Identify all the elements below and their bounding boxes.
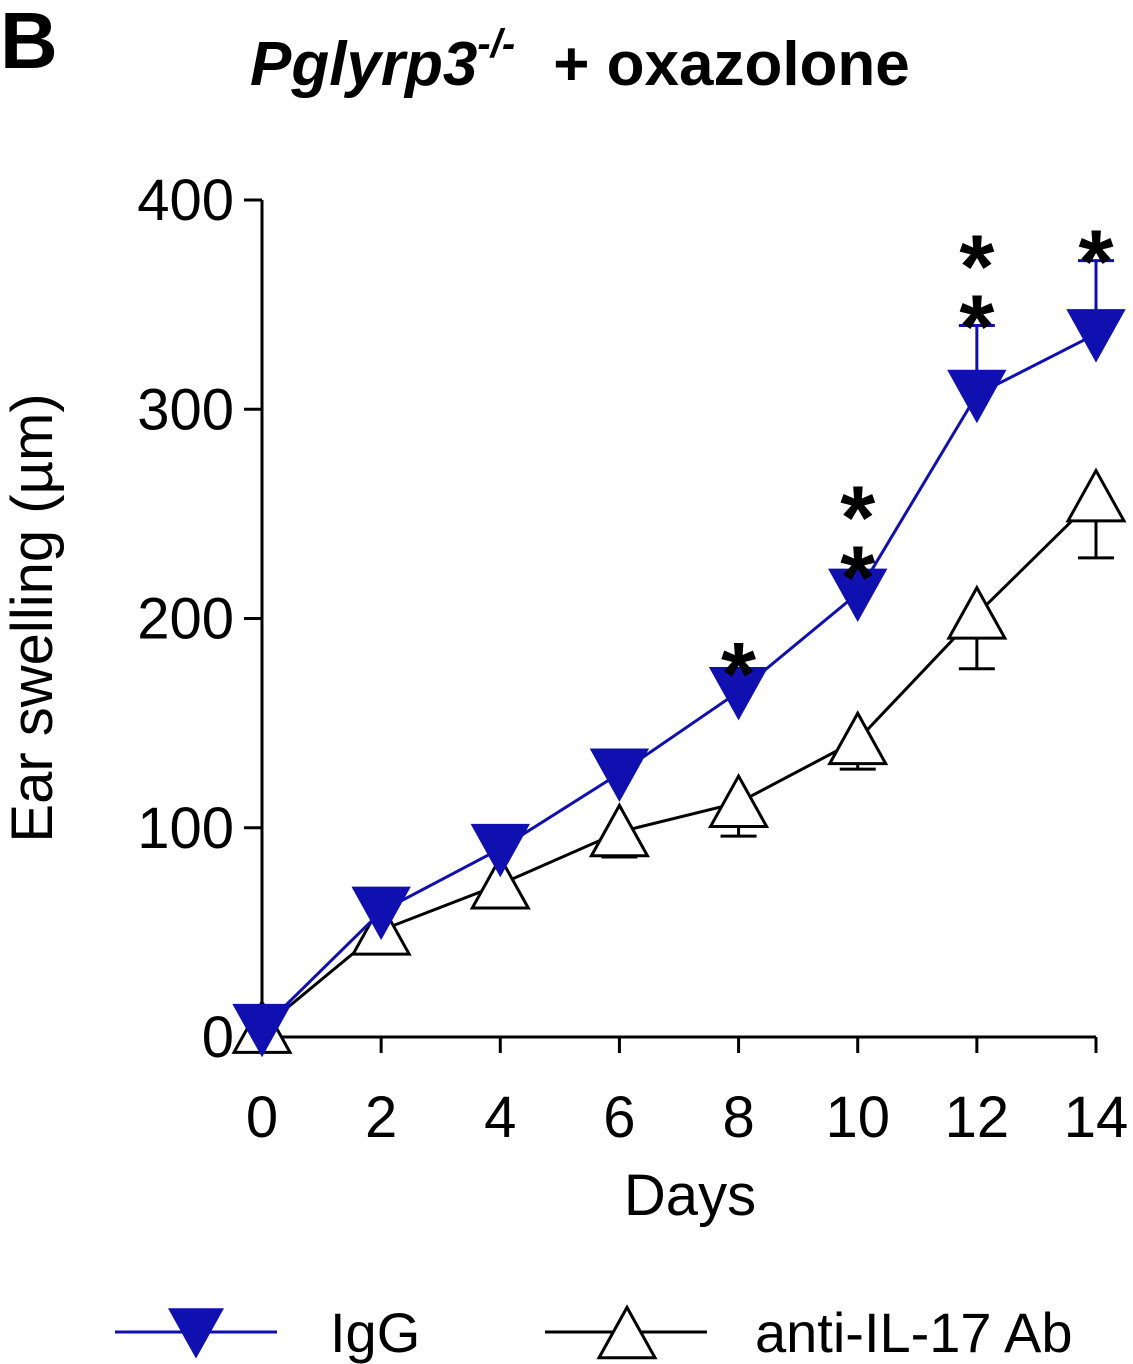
y-axis-title: Ear swelling (µm) bbox=[0, 393, 65, 842]
x-tick-label: 12 bbox=[945, 1085, 1010, 1150]
data-point bbox=[946, 584, 1008, 640]
significance-star: * bbox=[721, 625, 756, 725]
panel-label: B bbox=[0, 0, 58, 85]
legend-marker-igg bbox=[168, 1308, 224, 1359]
data-point bbox=[470, 823, 530, 878]
title-superscript: -/- bbox=[477, 22, 515, 66]
y-tick-label: 100 bbox=[137, 796, 234, 861]
series-0 bbox=[232, 259, 1126, 1058]
data-point bbox=[232, 1003, 292, 1058]
significance-layer: ***** * bbox=[721, 213, 1113, 725]
data-point bbox=[351, 886, 411, 941]
significance-star: * bbox=[959, 218, 994, 318]
y-tick-label: 300 bbox=[137, 377, 234, 442]
data-point bbox=[589, 748, 650, 803]
y-tick-label: 0 bbox=[202, 1005, 234, 1070]
x-tick-label: 14 bbox=[1064, 1085, 1129, 1150]
significance-star: * bbox=[959, 278, 994, 378]
chart-title: Pglyrp3-/- + oxazolone bbox=[250, 22, 910, 99]
legend: IgG anti-IL-17 Ab bbox=[115, 1301, 1073, 1364]
legend-marker-anti bbox=[596, 1304, 658, 1360]
data-point bbox=[828, 568, 888, 623]
y-tick-label: 200 bbox=[137, 587, 234, 652]
x-tick-label: 6 bbox=[603, 1085, 635, 1150]
y-ticks: 0 100 200 300 400 bbox=[137, 168, 262, 1070]
title-rest: + oxazolone bbox=[553, 30, 910, 99]
x-tick-label: 4 bbox=[484, 1085, 516, 1150]
series-layer bbox=[231, 259, 1127, 1058]
significance-star: * bbox=[840, 469, 875, 569]
title-gene: Pglyrp3 bbox=[250, 30, 477, 99]
data-point bbox=[708, 772, 770, 828]
x-tick-label: 8 bbox=[722, 1085, 754, 1150]
legend-label-igg: IgG bbox=[330, 1301, 420, 1364]
data-point bbox=[708, 666, 769, 721]
significance-star: * bbox=[1078, 213, 1113, 313]
data-point bbox=[947, 369, 1007, 424]
x-tick-label: 0 bbox=[246, 1085, 278, 1150]
significance-star: * bbox=[840, 529, 875, 629]
legend-label-anti: anti-IL-17 Ab bbox=[755, 1301, 1073, 1364]
series-1 bbox=[231, 467, 1127, 1054]
data-point bbox=[1065, 467, 1127, 523]
x-ticks: 0 2 4 6 8 10 12 14 bbox=[246, 1037, 1128, 1150]
data-point bbox=[1066, 309, 1126, 363]
x-tick-label: 2 bbox=[365, 1085, 397, 1150]
data-point bbox=[827, 710, 889, 766]
data-point bbox=[469, 854, 531, 910]
data-point bbox=[588, 802, 650, 858]
x-tick-label: 10 bbox=[825, 1085, 890, 1150]
y-tick-label: 400 bbox=[137, 168, 234, 233]
x-axis-title: Days bbox=[624, 1163, 756, 1228]
